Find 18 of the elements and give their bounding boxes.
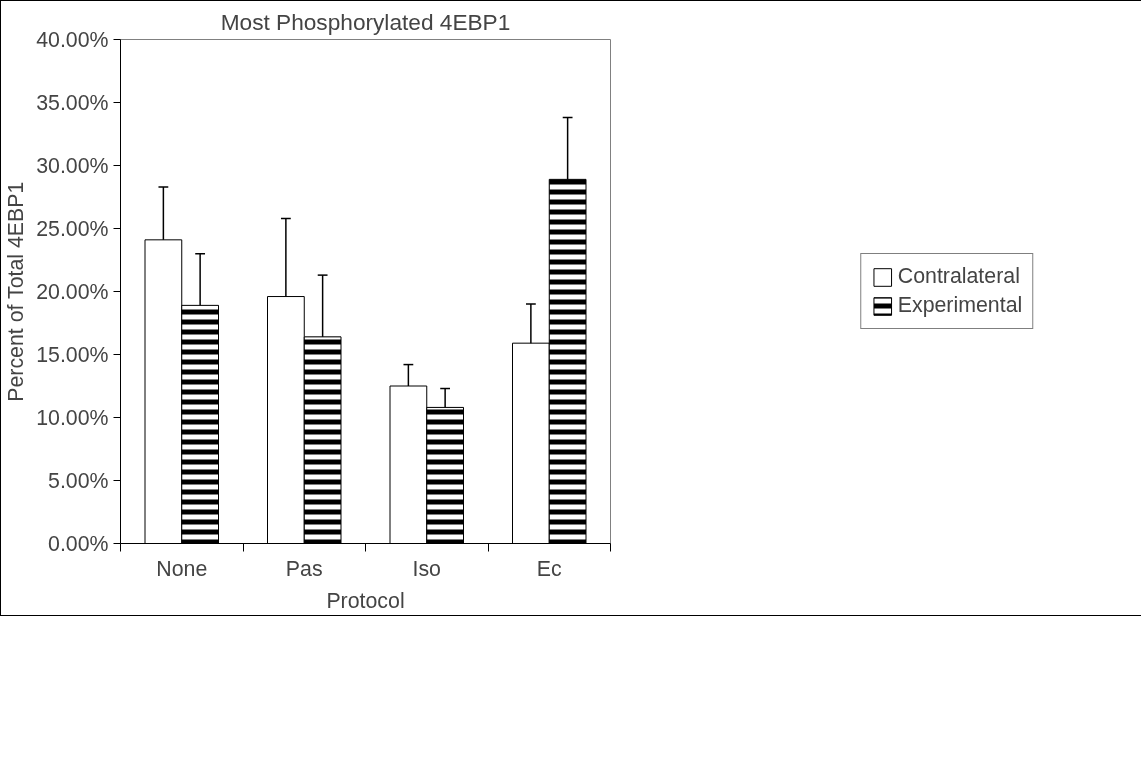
y-tick-label: 40.00% xyxy=(36,27,109,52)
x-tick-label: None xyxy=(156,556,208,581)
legend-label: Experimental xyxy=(897,293,1023,318)
chart-title: Most Phosphorylated 4EBP1 xyxy=(220,8,511,35)
y-tick-label: 15.00% xyxy=(36,342,109,367)
y-tick-label: 35.00% xyxy=(36,90,109,115)
x-tick-label: Iso xyxy=(412,556,441,581)
y-axis-title: Percent of Total 4EBP1 xyxy=(4,181,29,402)
y-tick-label: 20.00% xyxy=(36,279,109,304)
y-tick-label: 25.00% xyxy=(36,216,109,241)
y-tick-label: 30.00% xyxy=(36,153,109,178)
legend-label: Contralateral xyxy=(897,264,1020,289)
x-tick-label: Pas xyxy=(285,556,323,581)
x-tick-label: Ec xyxy=(536,556,563,581)
y-tick-label: 5.00% xyxy=(48,468,109,493)
x-axis-title: Protocol xyxy=(326,588,405,613)
y-tick-label: 10.00% xyxy=(36,405,109,430)
y-tick-label: 0.00% xyxy=(48,531,109,556)
